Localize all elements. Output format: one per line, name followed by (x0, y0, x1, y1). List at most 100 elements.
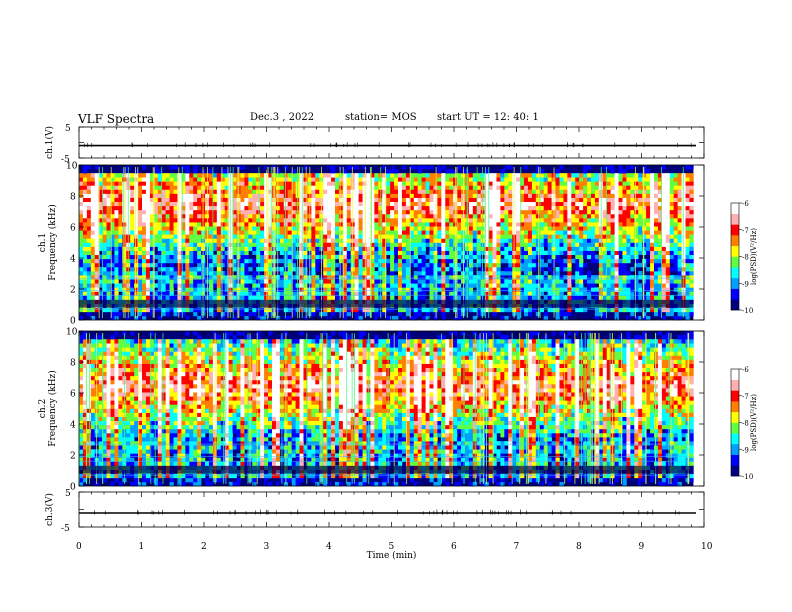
psd-cell (539, 275, 545, 280)
psd-cell (409, 205, 415, 211)
psd-cell (149, 234, 155, 239)
psd-cell (413, 165, 418, 170)
psd-cell (559, 222, 564, 227)
psd-cell (445, 266, 450, 272)
psd-cell (197, 291, 202, 296)
psd-cell (260, 193, 265, 198)
psd-cell (264, 218, 269, 223)
psd-cell (472, 218, 478, 223)
psd-cell (220, 279, 226, 284)
psd-cell (571, 291, 576, 296)
psd-cell (433, 185, 438, 190)
psd-cell (350, 295, 355, 300)
psd-cell (594, 205, 600, 211)
psd-cell (157, 173, 163, 178)
psd-cell (382, 185, 387, 190)
psd-cell (177, 234, 182, 239)
psd-cell (283, 266, 289, 272)
psd-cell (165, 222, 170, 227)
psd-cell (106, 226, 111, 231)
psd-cell (315, 218, 320, 223)
psd-cell (169, 250, 174, 256)
psd-cell (531, 234, 537, 239)
psd-cell (457, 275, 462, 280)
psd-cell (508, 279, 513, 284)
psd-cell (539, 193, 545, 198)
psd-cell (216, 238, 222, 243)
psd-cell (342, 250, 348, 256)
psd-cell (535, 291, 541, 296)
psd-cell (331, 271, 336, 276)
psd-cell (94, 238, 99, 243)
psd-cell (161, 254, 166, 260)
psd-cell (232, 262, 237, 268)
psd-cell (488, 193, 493, 198)
psd-cell (181, 201, 186, 207)
psd-cell (228, 307, 233, 313)
psd-cell (445, 242, 450, 247)
psd-cell (386, 169, 391, 174)
psd-cell (145, 205, 151, 211)
psd-cell (94, 275, 99, 280)
psd-cell (571, 258, 576, 264)
psd-cell (291, 287, 296, 292)
psd-cell (315, 279, 320, 284)
psd-cell (366, 218, 371, 223)
psd-cell (232, 222, 237, 227)
psd-cell (287, 258, 292, 264)
psd-cell (216, 197, 222, 203)
psd-cell (421, 295, 426, 300)
psd-cell (476, 209, 482, 215)
psd-cell (79, 181, 84, 186)
psd-cell (504, 201, 509, 207)
psd-cell (303, 287, 308, 292)
psd-cell (527, 193, 533, 198)
psd-cell (208, 230, 214, 235)
psd-cell (299, 283, 304, 288)
psd-cell (102, 254, 107, 260)
psd-cell (138, 189, 143, 194)
psd-cell (224, 230, 229, 235)
psd-cell (362, 283, 367, 288)
psd-cell (484, 258, 489, 264)
psd-cell (488, 307, 493, 313)
psd-cell (161, 230, 166, 235)
psd-cell (90, 283, 96, 288)
psd-cell (334, 181, 340, 186)
psd-cell (185, 234, 190, 239)
psd-cell (382, 165, 387, 170)
psd-cell (610, 295, 615, 300)
psd-cell (228, 173, 233, 178)
psd-cell (590, 226, 596, 231)
psd-cell (531, 218, 537, 223)
psd-cell (331, 291, 336, 296)
psd-cell (79, 262, 84, 268)
psd-cell (114, 201, 119, 207)
psd-cell (433, 291, 438, 296)
psd-cell (500, 189, 505, 194)
psd-cell (500, 169, 505, 174)
psd-cell (134, 230, 139, 235)
psd-cell (535, 169, 541, 174)
psd-cell (79, 238, 84, 243)
psd-cell (264, 246, 269, 251)
psd-cell (130, 181, 135, 186)
psd-cell (216, 226, 222, 231)
psd-cell (602, 262, 608, 268)
psd-cell (468, 193, 474, 198)
psd-cell (287, 197, 292, 203)
psd-cell (291, 238, 296, 243)
psd-cell (409, 291, 415, 296)
psd-cell (185, 250, 190, 256)
psd-cell (299, 181, 304, 186)
psd-cell (94, 185, 99, 190)
psd-cell (122, 193, 127, 198)
psd-cell (106, 189, 111, 194)
psd-cell (449, 222, 454, 227)
psd-cell (524, 275, 529, 280)
psd-cell (342, 283, 348, 288)
psd-cell (417, 185, 422, 190)
psd-cell (169, 266, 174, 272)
psd-cell (390, 238, 395, 243)
psd-cell (500, 238, 505, 243)
